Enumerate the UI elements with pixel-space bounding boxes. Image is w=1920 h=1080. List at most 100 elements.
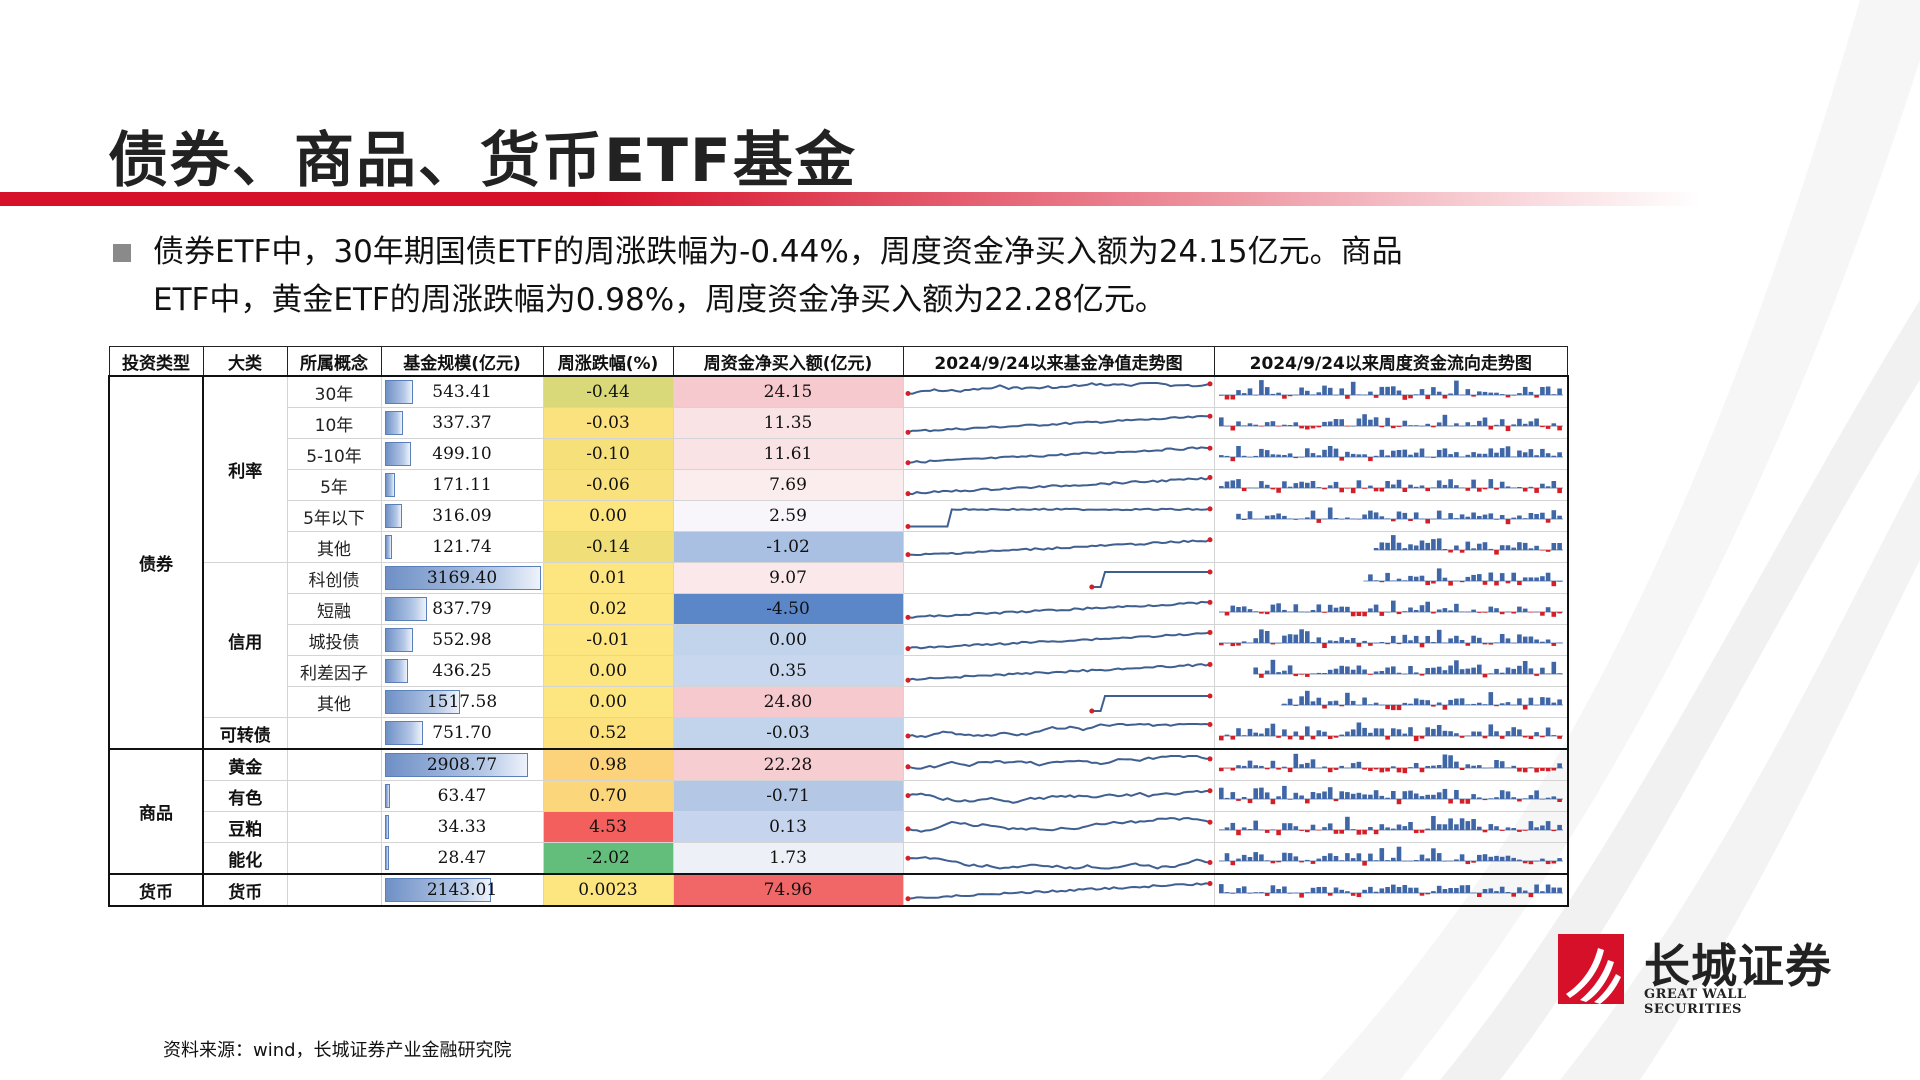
flow-bar: [1367, 643, 1373, 646]
flow-bar: [1447, 731, 1453, 736]
flow-bar: [1287, 453, 1292, 457]
flow-bar: [1522, 705, 1527, 710]
nav-end-marker: [1207, 721, 1212, 727]
flow-bar: [1344, 639, 1350, 643]
flow-bar: [1424, 794, 1430, 799]
flow-bar: [1545, 453, 1550, 457]
nav-start-marker: [905, 793, 910, 799]
flow-bar: [1539, 641, 1545, 643]
flow-bar: [1298, 764, 1304, 768]
table-row: 利差因子 436.25 0.00 0.35: [109, 655, 1568, 687]
fund-scale-cell: 316.09: [380, 500, 544, 532]
flow-bar: [1533, 488, 1539, 493]
flow-bar: [1465, 516, 1470, 519]
flow-bar: [1556, 388, 1562, 395]
flow-bar: [1476, 826, 1482, 830]
flow-bar: [1510, 642, 1516, 644]
net-buy-cell: -0.03: [672, 717, 904, 750]
flow-bar: [1402, 885, 1407, 893]
fund-scale-databar: [384, 846, 389, 870]
flow-bar: [1361, 394, 1367, 396]
flow-bar: [1488, 448, 1493, 457]
flow-bar: [1275, 736, 1281, 738]
flow-bar: [1539, 512, 1545, 519]
flow-bar: [1241, 455, 1246, 457]
flow-bar: [1281, 424, 1287, 426]
flow-bar: [1551, 543, 1556, 550]
flow-bar: [1499, 672, 1504, 674]
fund-scale-databar: [384, 411, 403, 435]
flow-bar: [1361, 794, 1367, 799]
flow-bar: [1505, 638, 1510, 643]
flow-bar: [1459, 514, 1464, 519]
flow-bar: [1447, 818, 1453, 830]
net-buy-cell: 11.61: [672, 438, 904, 470]
flow-bar: [1442, 484, 1447, 488]
flow-bar: [1390, 426, 1396, 429]
concept-cell: [286, 873, 382, 907]
flow-sparkline: [1362, 568, 1563, 587]
flow-bar: [1482, 581, 1487, 585]
flow-bar: [1275, 796, 1281, 799]
flow-bar: [1493, 797, 1499, 799]
flow-bar: [1459, 581, 1464, 583]
flow-bar: [1333, 799, 1338, 802]
flow-bar: [1373, 455, 1378, 457]
flow-bar: [1379, 824, 1384, 830]
concept-cell: [286, 748, 382, 781]
flow-bar: [1390, 600, 1396, 612]
flow-bar: [1367, 574, 1373, 581]
flow-bar: [1264, 484, 1269, 488]
flow-bar: [1465, 704, 1470, 705]
flow-bar: [1453, 635, 1459, 643]
fund-scale-value: 751.70: [432, 723, 492, 743]
flow-bar: [1476, 797, 1482, 799]
flow-bar: [1510, 797, 1516, 799]
concept-cell: 城投债: [286, 624, 382, 656]
concept-cell: 30年: [286, 375, 382, 408]
flow-bar: [1539, 576, 1545, 581]
flow-bar: [1522, 830, 1527, 831]
flow-bar: [1424, 519, 1430, 524]
nav-sparkline: [905, 721, 1212, 739]
flow-bar: [1287, 395, 1292, 397]
nav-end-marker: [1207, 788, 1212, 794]
flow-bar: [1442, 519, 1447, 520]
net-buy-cell: 0.00: [672, 624, 904, 656]
flow-bar: [1384, 542, 1390, 550]
flow-bar: [1367, 827, 1373, 830]
flow-bar: [1482, 799, 1487, 801]
flow-bar: [1447, 479, 1453, 488]
flow-bar: [1281, 670, 1287, 674]
flow-bar: [1258, 892, 1264, 893]
flow-bar: [1252, 611, 1258, 612]
flow-bar: [1367, 608, 1373, 612]
flow-bar: [1287, 893, 1292, 894]
flow-bar: [1356, 665, 1361, 674]
flow-bar: [1516, 542, 1522, 550]
flow-bar: [1327, 893, 1332, 896]
flow-bar: [1402, 580, 1407, 581]
nav-start-marker: [905, 614, 910, 620]
flow-bar: [1367, 794, 1373, 799]
flow-bar: [1453, 824, 1459, 830]
flow-bar: [1230, 893, 1235, 894]
flow-bar: [1241, 606, 1246, 612]
flow-bar: [1304, 674, 1310, 677]
nav-trend-cell: [902, 593, 1215, 625]
fund-scale-cell: 121.74: [380, 531, 544, 563]
flow-bar: [1350, 858, 1355, 861]
flow-bar: [1252, 852, 1258, 861]
flow-bar: [1533, 514, 1539, 519]
flow-bar: [1419, 426, 1424, 427]
category-cell: 可转债: [202, 717, 288, 750]
flow-bar: [1493, 581, 1499, 586]
flow-bar: [1436, 449, 1441, 457]
flow-bar: [1367, 674, 1373, 675]
flow-bar: [1390, 791, 1396, 799]
flow-bar: [1505, 519, 1510, 525]
flow-bar: [1293, 792, 1298, 799]
flow-bar: [1327, 604, 1332, 612]
nav-trend-cell: [902, 842, 1215, 875]
flow-bar: [1436, 885, 1441, 893]
